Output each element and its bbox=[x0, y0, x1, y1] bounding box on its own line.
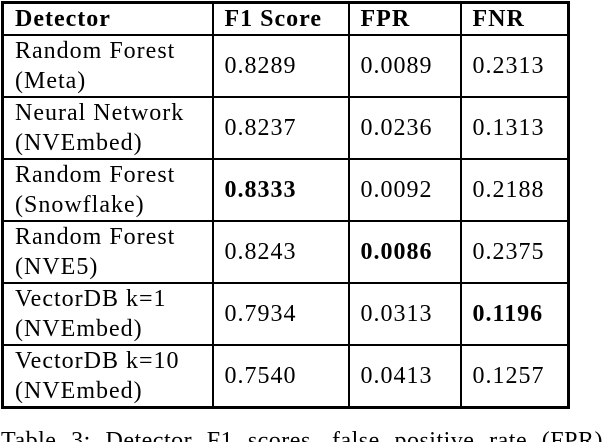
cell-fpr: 0.0089 bbox=[347, 33, 462, 98]
cell-fnr: 0.1257 bbox=[459, 343, 570, 408]
header-cell-fnr: FNR bbox=[459, 1, 570, 36]
cell-detector: VectorDB k=1 (NVEmbed) bbox=[1, 281, 214, 346]
cell-fpr: 0.0236 bbox=[347, 95, 462, 160]
cell-detector: Random Forest (Meta) bbox=[1, 33, 214, 98]
cell-f1: 0.8333 bbox=[211, 157, 350, 222]
cell-fnr: 0.2188 bbox=[459, 157, 570, 222]
detector-name-line2: (NVEmbed) bbox=[15, 315, 143, 342]
cell-f1: 0.8289 bbox=[211, 33, 350, 98]
table-header-row: Detector F1 Score FPR FNR bbox=[1, 1, 570, 36]
detector-name-line2: (Meta) bbox=[15, 67, 87, 94]
detector-name-line1: VectorDB k=1 bbox=[15, 285, 167, 312]
table-caption: Table 3: Detector F1 scores, false positive rat… bbox=[1, 428, 603, 442]
table-row: Random Forest (Meta) 0.8289 0.0089 0.231… bbox=[1, 33, 570, 98]
cell-fnr: 0.1313 bbox=[459, 95, 570, 160]
detector-name-line1: Neural Network bbox=[15, 99, 185, 126]
table-row: VectorDB k=10 (NVEmbed) 0.7540 0.0413 0.… bbox=[1, 343, 570, 408]
cell-detector: Neural Network (NVEmbed) bbox=[1, 95, 214, 160]
table-row: VectorDB k=1 (NVEmbed) 0.7934 0.0313 0.1… bbox=[1, 281, 570, 346]
header-cell-fpr: FPR bbox=[347, 1, 462, 36]
detector-name-line1: Random Forest bbox=[15, 161, 176, 188]
cell-fnr: 0.2313 bbox=[459, 33, 570, 98]
table-row: Random Forest (NVE5) 0.8243 0.0086 0.237… bbox=[1, 219, 570, 284]
detector-name-line1: VectorDB k=10 bbox=[15, 347, 180, 374]
table-row: Random Forest (Snowflake) 0.8333 0.0092 … bbox=[1, 157, 570, 222]
cell-fpr: 0.0413 bbox=[347, 343, 462, 408]
detector-name-line2: (NVEmbed) bbox=[15, 129, 143, 156]
table-row: Neural Network (NVEmbed) 0.8237 0.0236 0… bbox=[1, 95, 570, 160]
detector-name-line2: (Snowflake) bbox=[15, 191, 145, 218]
header-cell-f1-score: F1 Score bbox=[211, 1, 350, 36]
cell-fpr: 0.0092 bbox=[347, 157, 462, 222]
cell-f1: 0.8243 bbox=[211, 219, 350, 284]
detector-name-line1: Random Forest bbox=[15, 223, 176, 250]
cell-detector: Random Forest (Snowflake) bbox=[1, 157, 214, 222]
cell-detector: VectorDB k=10 (NVEmbed) bbox=[1, 343, 214, 408]
detector-name-line2: (NVE5) bbox=[15, 253, 99, 280]
cell-detector: Random Forest (NVE5) bbox=[1, 219, 214, 284]
cell-fpr: 0.0086 bbox=[347, 219, 462, 284]
detector-name-line2: (NVEmbed) bbox=[15, 377, 143, 404]
header-cell-detector: Detector bbox=[1, 1, 214, 36]
detector-results-table: Detector F1 Score FPR FNR Random Forest … bbox=[1, 1, 570, 409]
cell-f1: 0.7934 bbox=[211, 281, 350, 346]
cell-fpr: 0.0313 bbox=[347, 281, 462, 346]
cell-f1: 0.7540 bbox=[211, 343, 350, 408]
cell-fnr: 0.1196 bbox=[459, 281, 570, 346]
cell-f1: 0.8237 bbox=[211, 95, 350, 160]
cell-fnr: 0.2375 bbox=[459, 219, 570, 284]
detector-name-line1: Random Forest bbox=[15, 37, 176, 64]
